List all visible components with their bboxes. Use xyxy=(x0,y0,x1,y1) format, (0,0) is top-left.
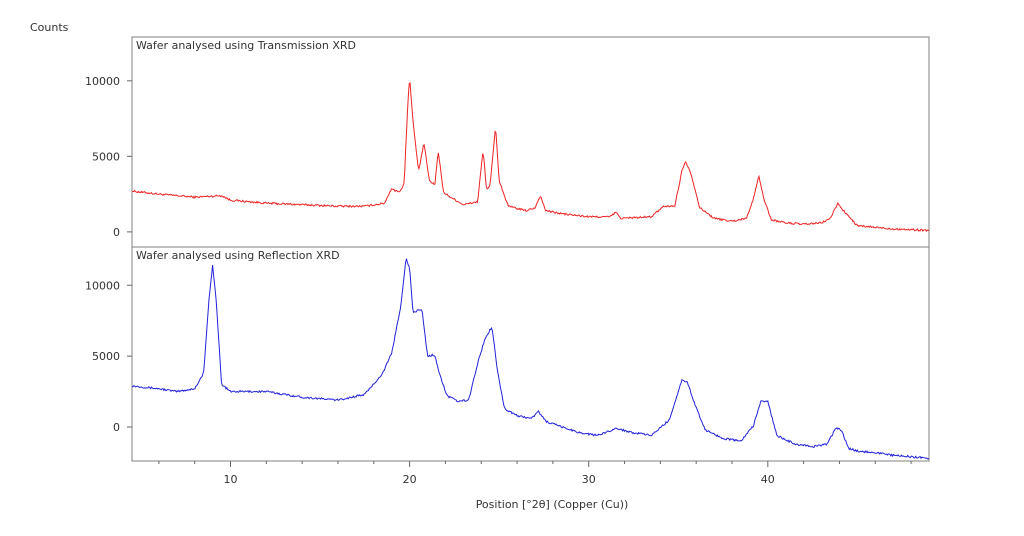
y-tick-label: 0 xyxy=(113,226,120,239)
series-line xyxy=(131,81,930,233)
panel-frame xyxy=(131,36,930,248)
x-tick-label: 40 xyxy=(761,473,775,486)
panel-2: Wafer analysed using Reflection XRD 0 5000… xyxy=(85,246,930,462)
y-tick-label: 0 xyxy=(113,421,120,434)
series-line xyxy=(132,258,930,460)
panel-frame xyxy=(131,246,930,462)
y-tick-label: 5000 xyxy=(92,350,120,363)
x-tick-label: 20 xyxy=(403,473,417,486)
chart-panels: Wafer analysed using Transmission XRD 0 50… xyxy=(85,36,930,462)
y-axis-title: Counts xyxy=(30,21,69,34)
x-axis-title: Position [°2θ] (Copper (Cu)) xyxy=(476,498,629,511)
panel-title: Wafer analysed using Transmission XRD xyxy=(136,39,356,52)
y-tick-label: 5000 xyxy=(92,150,120,163)
y-tick-label: 10000 xyxy=(85,75,120,88)
x-tick-label: 10 xyxy=(224,473,238,486)
panel-title: Wafer analysed using Reflection XRD xyxy=(136,249,340,262)
x-tick-label: 30 xyxy=(582,473,596,486)
panel-1: Wafer analysed using Transmission XRD 0 50… xyxy=(85,36,930,248)
y-tick-label: 10000 xyxy=(85,279,120,292)
x-axis: 10 20 30 40 xyxy=(158,461,912,486)
